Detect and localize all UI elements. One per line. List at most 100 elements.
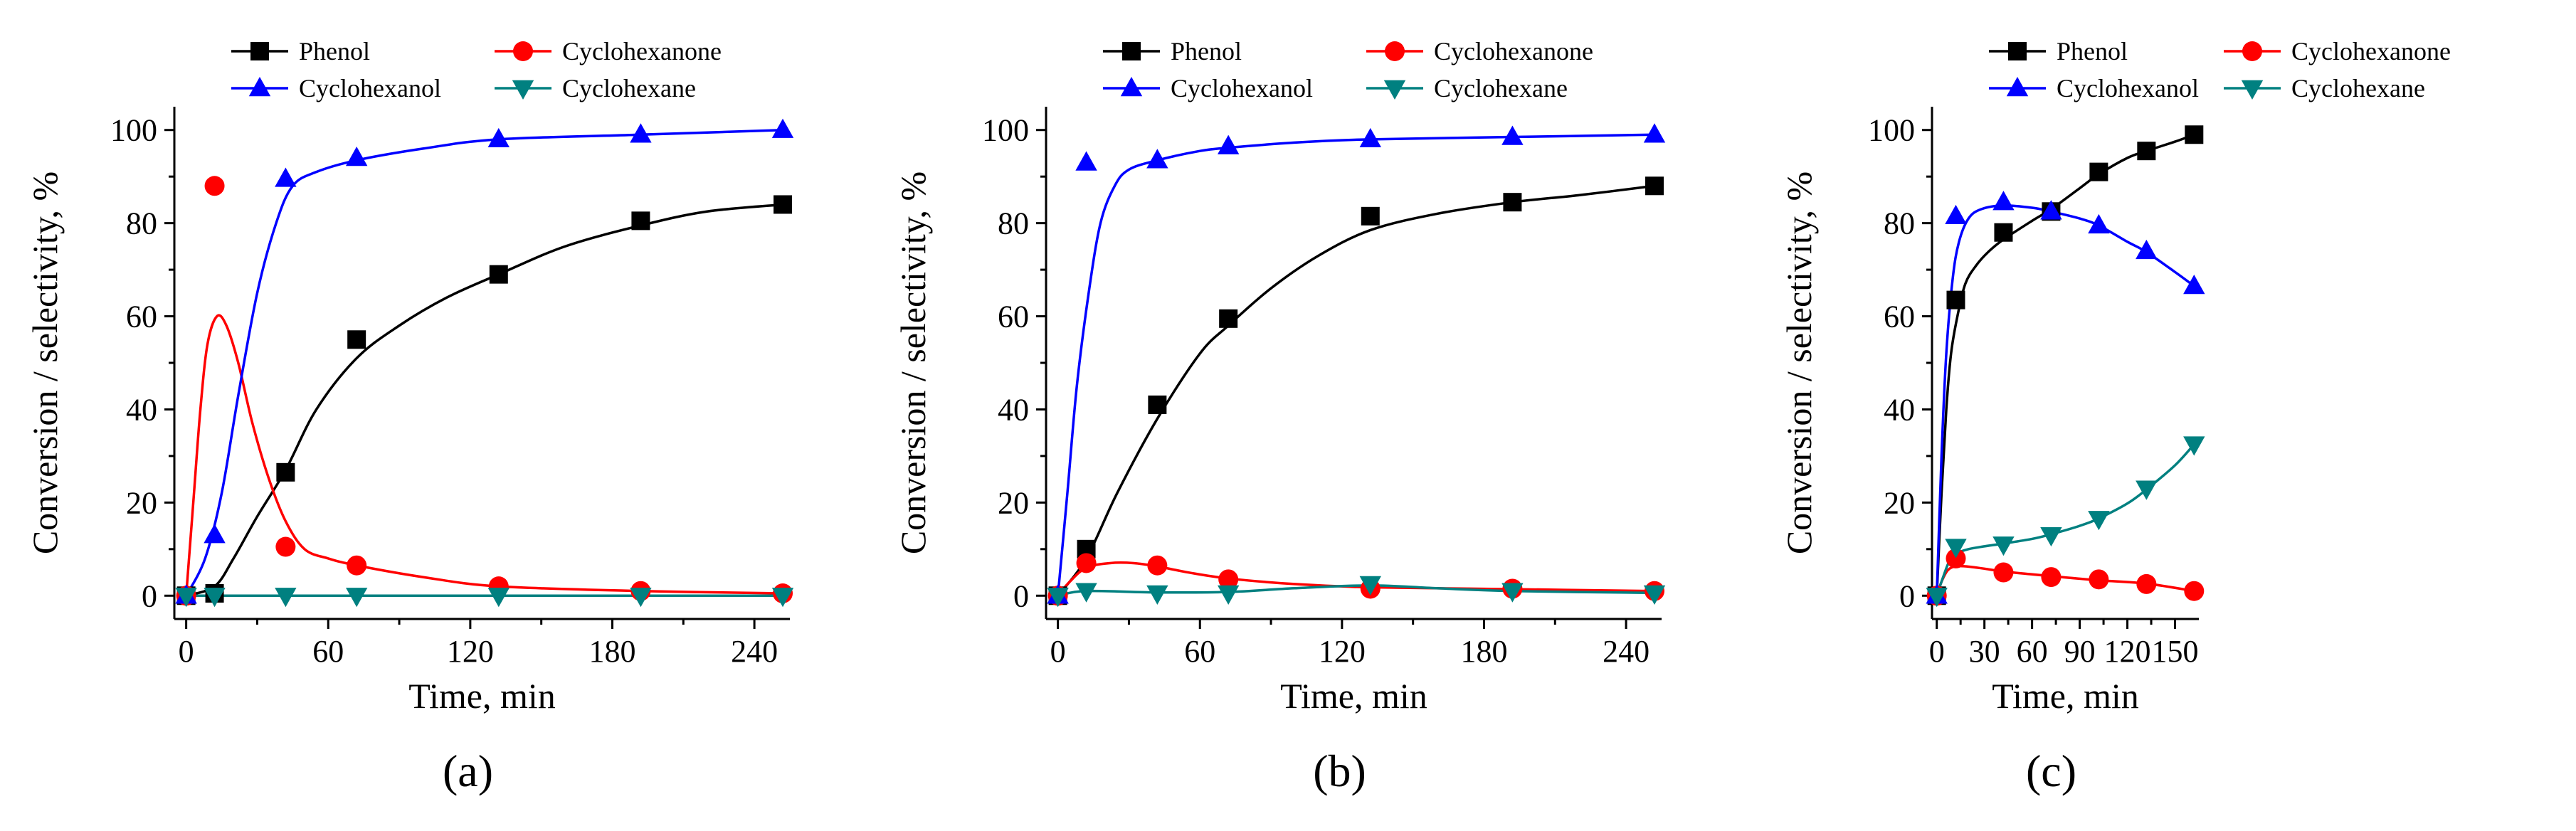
data-point-cyclohexane — [345, 588, 368, 608]
data-point-cyclohexanol — [1501, 125, 1524, 145]
panel-label: (a) — [443, 746, 493, 796]
fit-curve-cyclohexanone — [184, 314, 783, 596]
legend-label-cyclohexanone: Cyclohexanone — [2291, 37, 2451, 65]
fit-curve-phenol — [186, 203, 783, 597]
data-point-cyclohexane — [1047, 588, 1069, 608]
data-point-cyclohexane — [1992, 536, 2015, 556]
data-point-cyclohexane — [487, 588, 510, 608]
y-axis-label: Conversion / selectivity, % — [25, 171, 65, 554]
x-tick-label: 120 — [2104, 634, 2151, 669]
data-point-cyclohexanol — [1075, 151, 1097, 171]
data-point-cyclohexanol — [345, 147, 368, 166]
y-tick-label: 60 — [1884, 300, 1915, 334]
legend-label-cyclohexanol: Cyclohexanol — [299, 74, 441, 102]
data-point-phenol — [2089, 162, 2108, 181]
legend-marker-cyclohexanone — [1385, 41, 1405, 61]
y-tick-label: 20 — [126, 485, 157, 520]
fit-curve-cyclohexanol — [1935, 204, 2195, 596]
legend-label-cyclohexanol: Cyclohexanol — [2057, 74, 2199, 102]
fit-curve-cyclohexanone — [1936, 564, 2195, 596]
data-point-cyclohexane — [1926, 588, 1948, 608]
legend-marker-cyclohexane — [512, 80, 534, 100]
x-tick-label: 180 — [1460, 634, 1507, 669]
data-point-cyclohexanol — [2183, 275, 2205, 295]
y-tick-label: 80 — [998, 206, 1029, 241]
legend-marker-phenol — [2008, 42, 2027, 60]
data-point-cyclohexanol — [1359, 127, 1381, 148]
x-tick-label: 180 — [588, 634, 635, 669]
legend-marker-cyclohexanol — [2006, 77, 2029, 97]
data-point-cyclohexane — [771, 588, 794, 608]
data-point-cyclohexane — [1501, 583, 1524, 603]
fit-curve-cyclohexane — [1936, 443, 2195, 596]
x-tick-label: 0 — [1929, 634, 1945, 669]
y-tick-label: 80 — [126, 206, 157, 241]
x-axis-label: Time, min — [1280, 676, 1427, 716]
legend-label-cyclohexanol: Cyclohexanol — [1171, 74, 1313, 102]
data-point-cyclohexanol — [630, 123, 652, 143]
x-axis-label: Time, min — [1992, 676, 2139, 716]
data-point-phenol — [1645, 176, 1664, 196]
data-point-cyclohexanone — [204, 176, 225, 196]
legend-label-phenol: Phenol — [2057, 37, 2128, 65]
legend-label-cyclohexane: Cyclohexane — [2291, 74, 2425, 102]
data-point-phenol — [1148, 395, 1167, 414]
fit-curve-cyclohexanol — [185, 128, 783, 597]
chart-panel-c: 0 30 60 90 120 150 0 20 40 60 80 100 Time, min Conver… — [1779, 37, 2451, 796]
data-point-phenol — [1503, 193, 1522, 212]
data-point-cyclohexane — [1643, 585, 1666, 605]
y-tick-label: 40 — [998, 392, 1029, 427]
y-axis-label: Conversion / selectivity, % — [893, 171, 933, 554]
data-point-phenol — [1361, 206, 1380, 226]
data-point-cyclohexane — [2088, 511, 2110, 531]
data-point-cyclohexanol — [2136, 239, 2158, 260]
data-point-cyclohexanol — [204, 524, 226, 544]
y-tick-label: 40 — [126, 392, 157, 427]
legend-label-cyclohexane: Cyclohexane — [562, 74, 696, 102]
x-tick-label: 60 — [312, 634, 344, 669]
data-point-cyclohexane — [275, 588, 297, 608]
data-point-phenol — [347, 330, 366, 349]
data-point-cyclohexane — [204, 588, 226, 608]
data-point-phenol — [2185, 125, 2204, 144]
data-point-phenol — [1994, 223, 2013, 242]
data-point-phenol — [774, 195, 793, 214]
data-point-cyclohexane — [1359, 576, 1381, 596]
data-point-phenol — [276, 462, 295, 482]
legend-label-cyclohexanone: Cyclohexanone — [562, 37, 722, 65]
data-point-cyclohexane — [1146, 585, 1168, 605]
data-point-cyclohexane — [2040, 526, 2062, 547]
x-axis-label: Time, min — [408, 676, 556, 716]
x-tick-label: 60 — [2017, 634, 2048, 669]
data-point-cyclohexanol — [1945, 204, 1967, 225]
y-tick-label: 40 — [1884, 392, 1915, 427]
y-tick-label: 60 — [998, 300, 1029, 334]
y-tick-label: 60 — [126, 300, 157, 334]
x-tick-label: 150 — [2152, 634, 2199, 669]
x-tick-label: 0 — [179, 634, 194, 669]
panel-label: (c) — [2026, 746, 2076, 796]
data-point-cyclohexane — [1945, 539, 1967, 559]
data-point-cyclohexanone — [2041, 567, 2062, 588]
legend-marker-cyclohexanone — [513, 41, 533, 61]
legend-marker-phenol — [1122, 42, 1141, 60]
legend-label-cyclohexanone: Cyclohexanone — [1434, 37, 1593, 65]
data-point-cyclohexanone — [275, 536, 296, 557]
data-point-cyclohexanone — [2089, 569, 2109, 590]
legend-label-cyclohexane: Cyclohexane — [1434, 74, 1568, 102]
legend-marker-cyclohexanol — [1120, 77, 1143, 97]
legend-marker-cyclohexanol — [248, 77, 271, 97]
data-point-cyclohexane — [2183, 436, 2205, 456]
data-point-cyclohexanone — [1946, 548, 1966, 568]
data-point-cyclohexane — [2136, 480, 2158, 500]
data-point-cyclohexanone — [2184, 581, 2205, 601]
fit-curve-phenol — [1057, 184, 1655, 597]
y-tick-label: 20 — [998, 485, 1029, 520]
x-tick-label: 30 — [1969, 634, 2000, 669]
data-point-cyclohexanone — [347, 555, 367, 576]
data-point-cyclohexanol — [1217, 134, 1240, 154]
data-point-cyclohexanol — [487, 127, 510, 148]
y-tick-label: 100 — [110, 113, 157, 148]
y-tick-label: 0 — [142, 578, 157, 613]
